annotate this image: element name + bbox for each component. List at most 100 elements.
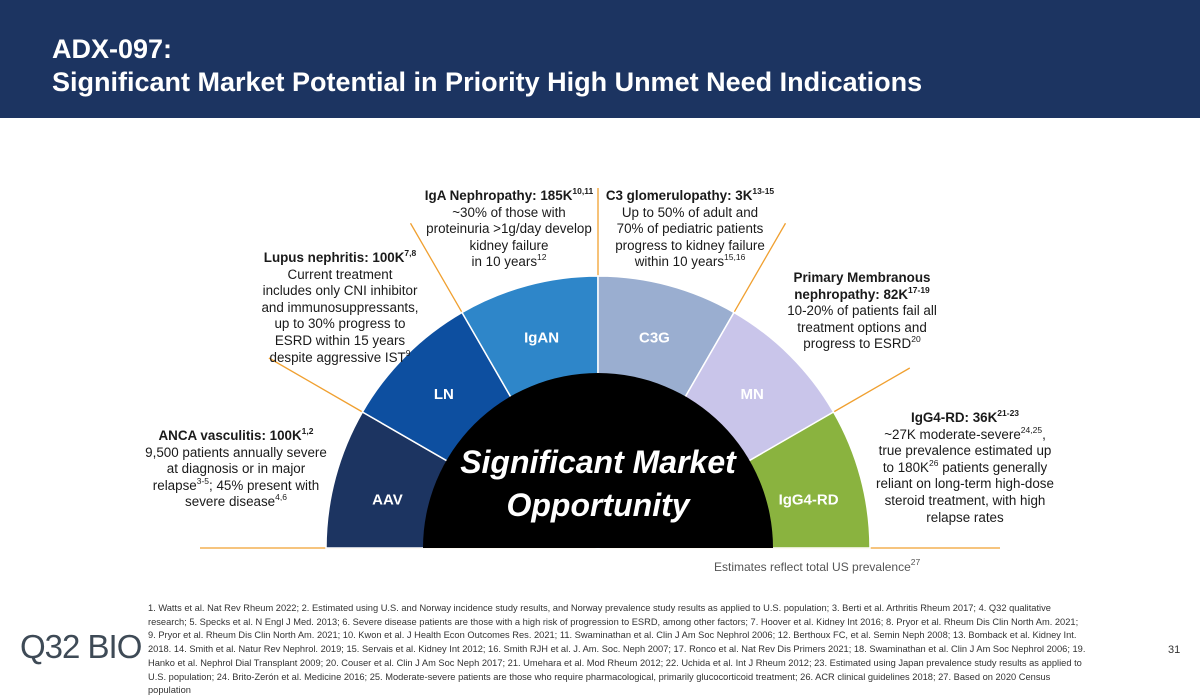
callout-line: in 10 years12 — [425, 252, 593, 271]
note-sup: 27 — [910, 557, 921, 567]
text-run: severe disease — [185, 494, 276, 510]
callout-line: to 180K26 patients generally — [876, 457, 1054, 477]
callout-heading: Lupus nephritis: 100K7,8 — [261, 248, 418, 267]
text-run: ESRD within 15 years — [274, 332, 406, 348]
superscript: 26 — [929, 457, 939, 468]
text-run: 10-20% of patients fail all — [787, 303, 937, 319]
callout-line: relapse rates — [876, 510, 1054, 527]
text-run: nephropathy: 82K — [794, 286, 909, 302]
superscript: 10,11 — [572, 186, 594, 196]
callout-heading: C3 glomerulopathy: 3K13-15 — [605, 186, 775, 205]
connector — [409, 222, 463, 313]
text-run: reliant on long-term high-dose — [876, 476, 1054, 492]
callout-heading: IgG4-RD: 36K21-23 — [876, 409, 1054, 427]
callout: IgA Nephropathy: 185K10,11 ~30% of those … — [424, 186, 594, 271]
callout-heading: Primary Membranous — [787, 270, 937, 287]
text-run: 9,500 patients annually severe — [145, 444, 327, 460]
center-text: Significant Market — [460, 444, 737, 480]
text-run: kidney failure — [469, 237, 549, 253]
text-run: Up to 50% of adult and — [621, 204, 759, 220]
segment-label: MN — [740, 386, 763, 403]
segment-label: AAV — [372, 492, 403, 509]
superscript: 12 — [537, 252, 547, 263]
text-run: within 10 years — [634, 254, 725, 270]
text-run: up to 30% progress to — [274, 316, 406, 332]
callout-line: at diagnosis or in major — [145, 461, 327, 478]
superscript: 20 — [911, 334, 921, 345]
callout: Lupus nephritis: 100K7,8 Current treatmen… — [261, 248, 418, 367]
callout-line: progress to ESRD20 — [787, 334, 937, 353]
prevalence-note: Estimates reflect total US prevalence27 — [714, 557, 921, 574]
callout-line: ESRD within 15 years — [261, 333, 418, 350]
text-run: treatment options and — [797, 319, 927, 335]
callout-line: true prevalence estimated up — [876, 443, 1054, 460]
text-run: to 180K — [882, 459, 929, 475]
callout-heading: ANCA vasculitis: 100K1,2 — [145, 427, 327, 445]
superscript: 24,25 — [1020, 424, 1043, 435]
callout-line: reliant on long-term high-dose — [876, 476, 1054, 493]
segment-label: LN — [434, 386, 454, 403]
text-run: at diagnosis or in major — [166, 461, 306, 477]
superscript: 15,16 — [724, 252, 746, 263]
callout-line: ~30% of those with — [425, 205, 593, 222]
callout-line: severe disease4,6 — [145, 492, 327, 511]
text-run: ANCA vasculitis: 100K — [158, 428, 302, 443]
text-run: steroid treatment, with high — [884, 492, 1046, 508]
callout-line: kidney failure — [425, 238, 593, 255]
callout: IgG4-RD: 36K21-23 ~27K moderate-severe24,… — [876, 409, 1054, 527]
text-run: despite aggressive IST — [269, 349, 406, 365]
connector — [268, 357, 363, 413]
callout: ANCA vasculitis: 100K1,2 9,500 patients a… — [145, 427, 327, 511]
text-run: progress to ESRD — [803, 336, 912, 352]
callout-line: treatment options and — [787, 320, 937, 337]
callout-line: Up to 50% of adult and — [606, 205, 774, 222]
text-run: relapse rates — [926, 509, 1004, 525]
callout-line: 70% of pediatric patients — [606, 221, 774, 238]
text-run: Lupus nephritis: 100K — [263, 250, 405, 265]
callout-line: up to 30% progress to — [261, 316, 418, 333]
title-line: ADX-097: — [52, 34, 173, 64]
text-run: in 10 years — [471, 254, 538, 270]
page-number: 31 — [1168, 644, 1181, 656]
superscript: 13-15 — [752, 186, 775, 196]
market-fan: AAV LN IgAN C3G MN IgG4-RD Significant Market O… — [200, 188, 1000, 549]
text-run: progress to kidney failure — [615, 237, 765, 253]
superscript: 9 — [405, 347, 411, 358]
superscript: 7,8 — [404, 248, 417, 258]
callout-line: ~27K moderate-severe24,25, — [876, 424, 1054, 444]
segment-label: IgAN — [524, 329, 559, 346]
callout-heading: IgA Nephropathy: 185K10,11 — [424, 186, 594, 205]
text-run: relapse — [152, 477, 197, 493]
callout: C3 glomerulopathy: 3K13-15 Up to 50% of a… — [605, 186, 775, 271]
callout-line: steroid treatment, with high — [876, 493, 1054, 510]
callout-line: includes only CNI inhibitor — [261, 283, 418, 300]
callout-line: relapse3-5; 45% present with — [145, 475, 327, 495]
header: ADX-097: Significant Market Potential in… — [0, 0, 1200, 118]
superscript: 3-5 — [196, 475, 210, 486]
text-run: ~27K moderate-severe — [884, 426, 1021, 442]
callout-heading: nephropathy: 82K17-19 — [787, 285, 937, 304]
connector — [833, 367, 911, 413]
text-run: includes only CNI inhibitor — [262, 283, 418, 299]
title-line: Significant Market Potential in Priority… — [52, 67, 923, 97]
text-run: C3 glomerulopathy: 3K — [605, 188, 753, 203]
callout-line: proteinuria >1g/day develop — [425, 221, 593, 238]
superscript: 4,6 — [275, 492, 287, 503]
callout-line: 9,500 patients annually severe — [145, 445, 327, 462]
text-run: and immunosuppressants, — [261, 299, 419, 315]
callout: Primary Membranous nephropathy: 82K17-19 1… — [787, 270, 937, 353]
center-disc — [423, 373, 773, 548]
callout-line: Current treatment — [261, 267, 418, 284]
callout-line: and immunosuppressants, — [261, 300, 418, 317]
text-run: Primary Membranous — [793, 270, 931, 285]
text-run: , — [1042, 426, 1046, 442]
center-text: Opportunity — [506, 487, 691, 523]
text-run: patients generally — [938, 459, 1048, 475]
callout-line: despite aggressive IST9 — [261, 347, 418, 367]
text-run: Current treatment — [287, 266, 393, 282]
text-run: IgA Nephropathy: 185K — [424, 188, 573, 203]
segment-label: C3G — [639, 329, 670, 346]
callout-line: within 10 years15,16 — [606, 252, 774, 271]
text-run: 70% of pediatric patients — [616, 221, 764, 237]
callout-line: 10-20% of patients fail all — [787, 303, 937, 320]
